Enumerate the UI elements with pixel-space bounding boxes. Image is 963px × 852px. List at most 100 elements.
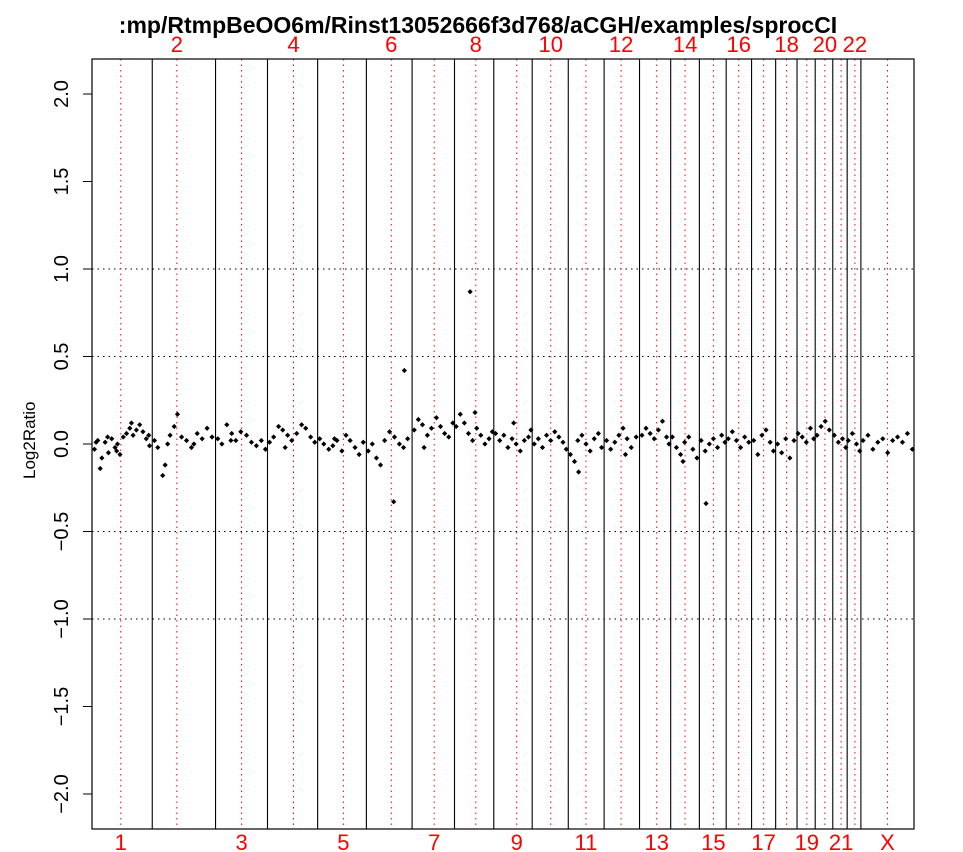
- data-point: [742, 434, 748, 440]
- data-point: [183, 437, 190, 444]
- data-point: [698, 437, 704, 444]
- data-point: [509, 436, 515, 442]
- chromosome-label: 20: [813, 32, 837, 57]
- data-point: [229, 430, 235, 437]
- data-point: [543, 432, 550, 438]
- chromosome-label: 5: [337, 830, 349, 852]
- data-point: [885, 450, 891, 456]
- data-point: [647, 430, 653, 437]
- data-point: [271, 434, 277, 440]
- data-point: [289, 437, 295, 444]
- data-point: [511, 420, 517, 426]
- data-point: [556, 434, 562, 440]
- data-points: [91, 289, 915, 507]
- data-point: [535, 436, 541, 442]
- data-point: [461, 420, 467, 426]
- chromosome-label: 8: [470, 32, 482, 57]
- data-point: [857, 448, 863, 454]
- data-point: [130, 432, 136, 438]
- chromosome-label: 19: [795, 830, 819, 852]
- data-point: [722, 439, 728, 445]
- data-point: [114, 448, 120, 454]
- data-point: [391, 499, 397, 505]
- data-point: [457, 411, 463, 417]
- data-point: [215, 436, 221, 442]
- data-point: [123, 430, 130, 437]
- data-point: [587, 448, 593, 454]
- data-point: [706, 441, 712, 447]
- data-point: [822, 418, 828, 424]
- data-point: [472, 409, 478, 416]
- data-point: [560, 439, 566, 445]
- data-point: [174, 411, 181, 417]
- data-point: [525, 434, 532, 440]
- data-point: [774, 441, 781, 447]
- data-point: [779, 450, 785, 456]
- data-point: [904, 430, 911, 437]
- data-point: [860, 437, 866, 444]
- data-point: [343, 432, 349, 438]
- data-point: [303, 425, 309, 431]
- data-point: [655, 427, 661, 433]
- data-point: [835, 439, 841, 445]
- y-tick-label: 2.0: [51, 80, 73, 108]
- data-point: [415, 416, 421, 423]
- data-point: [651, 436, 657, 442]
- chromosome-label: 16: [727, 32, 751, 57]
- y-tick-label: −1.0: [51, 599, 73, 638]
- data-point: [469, 437, 476, 444]
- data-point: [552, 429, 558, 435]
- chromosome-label: 15: [701, 830, 725, 852]
- chromosome-label: 1: [115, 830, 127, 852]
- data-point: [531, 441, 537, 447]
- data-point: [814, 432, 820, 438]
- data-point: [575, 437, 581, 444]
- chromosome-label: 13: [644, 830, 668, 852]
- data-point: [155, 444, 161, 451]
- chromosome-label: 7: [428, 830, 440, 852]
- data-point: [93, 439, 99, 445]
- data-point: [253, 443, 259, 449]
- data-point: [616, 432, 622, 438]
- chromosome-label: 3: [235, 830, 247, 852]
- chromosome-label: 4: [287, 32, 299, 57]
- data-point: [680, 458, 686, 465]
- data-point: [563, 446, 569, 452]
- data-point: [719, 432, 725, 438]
- data-point: [312, 439, 318, 445]
- data-point: [591, 436, 597, 442]
- data-point: [673, 444, 680, 451]
- data-point: [710, 436, 717, 442]
- chromosome-label: 10: [539, 32, 563, 57]
- data-point: [151, 437, 158, 444]
- data-point: [729, 429, 735, 435]
- data-point: [517, 448, 523, 454]
- data-point: [233, 437, 239, 444]
- chromosome-label: 9: [511, 830, 523, 852]
- data-point: [360, 439, 366, 445]
- data-point: [599, 444, 605, 451]
- data-point: [737, 444, 744, 451]
- data-point: [669, 434, 675, 440]
- data-point: [686, 434, 692, 440]
- data-point: [428, 425, 435, 431]
- data-point: [171, 423, 177, 430]
- data-point: [521, 437, 527, 444]
- data-point: [714, 444, 721, 451]
- y-tick-label: 1.5: [51, 168, 73, 196]
- data-point: [875, 439, 881, 445]
- data-point: [167, 432, 173, 438]
- data-point: [321, 441, 327, 447]
- data-point: [467, 289, 473, 295]
- data-point: [396, 441, 403, 447]
- data-point: [146, 432, 152, 438]
- data-point: [365, 448, 371, 454]
- data-point: [865, 432, 871, 438]
- y-axis: −2.0 −1.5 −1.0 −0.5 0.0 0.5 1.0 1.5 2.0: [51, 80, 93, 814]
- data-point: [421, 444, 427, 451]
- data-point: [105, 434, 111, 440]
- data-point: [870, 446, 876, 452]
- data-point: [165, 441, 171, 447]
